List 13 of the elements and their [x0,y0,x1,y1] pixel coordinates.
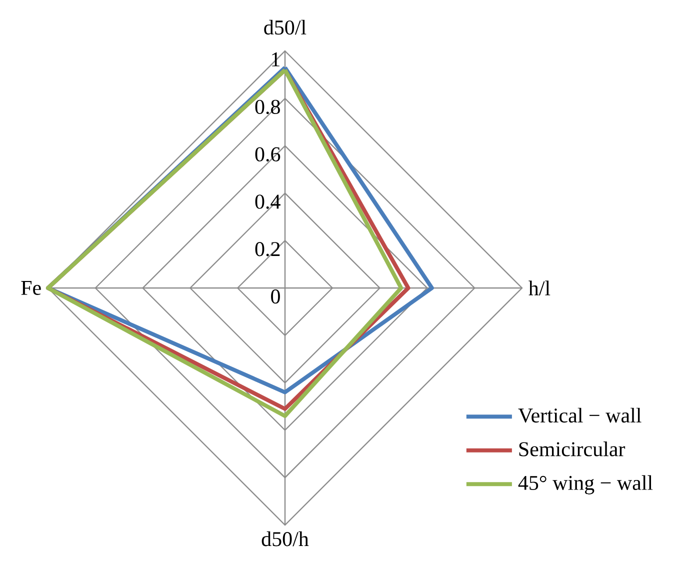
legend-label: 45° wing − wall [518,475,653,494]
spoke-label: d50/l [264,20,306,35]
spoke-label: d50/h [262,531,309,546]
legend-label: Semicircular [519,442,626,456]
spoke-label: h/l [528,280,550,296]
legend-label: Vertical − wall [518,408,642,423]
y-tick-label: 0 [271,289,280,304]
y-tick-label: 0.4 [255,194,280,209]
y-tick-label: 0.6 [255,147,280,162]
y-tick-label: 0.2 [255,242,280,256]
spoke-label: Fe [21,281,41,295]
y-tick-label: 1 [272,52,280,66]
y-tick-label: 0.8 [255,100,280,114]
